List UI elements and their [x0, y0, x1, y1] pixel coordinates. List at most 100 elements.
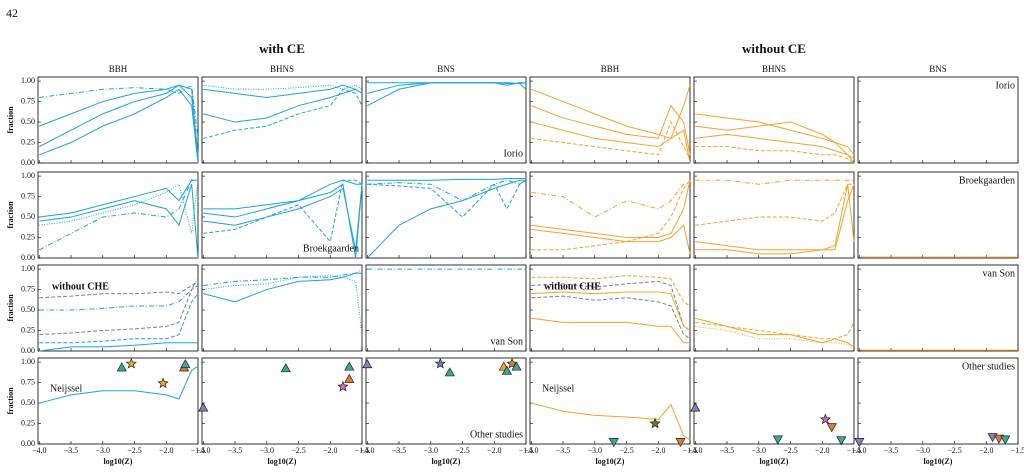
column-title: BNS: [929, 64, 947, 74]
y-axis-label: fraction: [6, 106, 15, 134]
panel-frame: [693, 264, 855, 352]
series-line: [39, 184, 199, 259]
panel-frame: [37, 171, 199, 259]
y-tick-label: 0.50: [21, 398, 35, 407]
series-line: [531, 104, 691, 155]
study-marker: [337, 380, 349, 392]
x-tick-label: −2.0: [487, 446, 502, 455]
panel-frame: [693, 357, 855, 445]
study-marker: [854, 438, 865, 448]
x-axis-label: log10(Z): [760, 457, 789, 466]
series-line: [39, 285, 199, 336]
series-line: [531, 85, 691, 140]
study-marker: [506, 357, 518, 369]
panel-frame: [857, 264, 1019, 352]
series-line: [203, 183, 363, 259]
panel-frame: [365, 171, 527, 259]
x-tick-label: −1.5: [847, 446, 862, 455]
panel-frame: [365, 357, 527, 445]
series-line: [695, 121, 855, 164]
panel-frame: [857, 357, 1019, 445]
series-line: [39, 180, 199, 234]
series-line: [39, 365, 199, 404]
series-line: [531, 183, 690, 218]
study-marker: [836, 436, 847, 446]
series-line: [203, 84, 363, 98]
panel-annotation: Other studies: [470, 429, 523, 440]
series-line: [366, 179, 526, 259]
series-line: [203, 268, 363, 286]
x-tick-label: −3.0: [588, 446, 603, 455]
study-marker: [125, 357, 137, 369]
series-line: [695, 317, 855, 348]
y-tick-label: 0.50: [21, 305, 35, 314]
y-tick-label: 1.00: [21, 357, 35, 366]
study-marker: [180, 359, 191, 369]
x-axis-label: log10(Z): [104, 457, 133, 466]
panel-frame: [201, 357, 363, 445]
y-tick-label: 1.00: [21, 76, 35, 85]
series-line: [695, 184, 855, 251]
x-tick-label: −2.5: [291, 446, 306, 455]
x-tick-label: −2.0: [651, 446, 666, 455]
series-line: [203, 179, 362, 218]
x-tick-label: −4.0: [32, 446, 47, 455]
study-marker: [511, 361, 522, 371]
panel-annotation: van Son: [491, 336, 524, 347]
x-axis-label: log10(Z): [268, 457, 297, 466]
column-title: BHNS: [762, 64, 786, 74]
series-line: [695, 321, 855, 340]
panel-annotation: Iorio: [996, 80, 1015, 91]
series-line: [367, 179, 527, 202]
x-tick-label: −4.0: [196, 446, 211, 455]
x-tick-label: −2.0: [323, 446, 338, 455]
series-line: [695, 133, 855, 160]
study-marker: [116, 362, 127, 372]
panel-frame: [857, 76, 1019, 164]
series-line: [531, 121, 691, 164]
panel-annotation: Broekgaarden: [959, 175, 1015, 186]
x-tick-label: −3.5: [228, 446, 243, 455]
column-title: BNS: [437, 64, 455, 74]
study-marker: [344, 373, 355, 383]
y-tick-label: 0.75: [21, 284, 35, 293]
x-axis-label: log10(Z): [596, 457, 625, 466]
x-tick-label: −3.5: [64, 446, 79, 455]
x-tick-label: −3.0: [260, 446, 275, 455]
series-line: [203, 179, 363, 243]
series-line: [531, 224, 691, 255]
x-tick-label: −2.5: [127, 446, 142, 455]
study-marker: [362, 359, 373, 369]
y-tick-label: 0.50: [21, 212, 35, 221]
panel-frame: [37, 357, 199, 445]
series-line: [39, 84, 199, 139]
x-tick-label: −3.0: [916, 446, 931, 455]
y-axis-label: fraction: [6, 387, 15, 415]
study-marker: [280, 363, 291, 373]
series-line: [39, 179, 198, 251]
study-marker: [501, 365, 513, 375]
study-marker: [690, 402, 701, 412]
panel-frame: [693, 76, 855, 164]
series-line: [39, 280, 199, 299]
series-line: [367, 82, 526, 107]
panel-annotation: van Son: [983, 268, 1016, 279]
x-tick-label: −3.5: [392, 446, 407, 455]
y-tick-label: 0.75: [21, 96, 35, 105]
x-axis-label: log10(Z): [924, 457, 953, 466]
series-line: [695, 179, 854, 185]
series-line: [695, 183, 854, 226]
x-tick-label: −4.0: [360, 446, 375, 455]
y-tick-label: 1.00: [21, 264, 35, 273]
page-number: 42: [6, 6, 18, 20]
series-line: [531, 275, 691, 307]
panel-annotation: without CHE: [544, 281, 601, 292]
panel-frame: [201, 171, 363, 259]
x-tick-label: −2.5: [783, 446, 798, 455]
x-tick-label: −3.5: [720, 446, 735, 455]
y-tick-label: 0.25: [21, 325, 35, 334]
x-tick-label: −2.5: [455, 446, 470, 455]
y-tick-label: 1.00: [21, 171, 35, 180]
y-axis-label: fraction: [6, 294, 15, 322]
